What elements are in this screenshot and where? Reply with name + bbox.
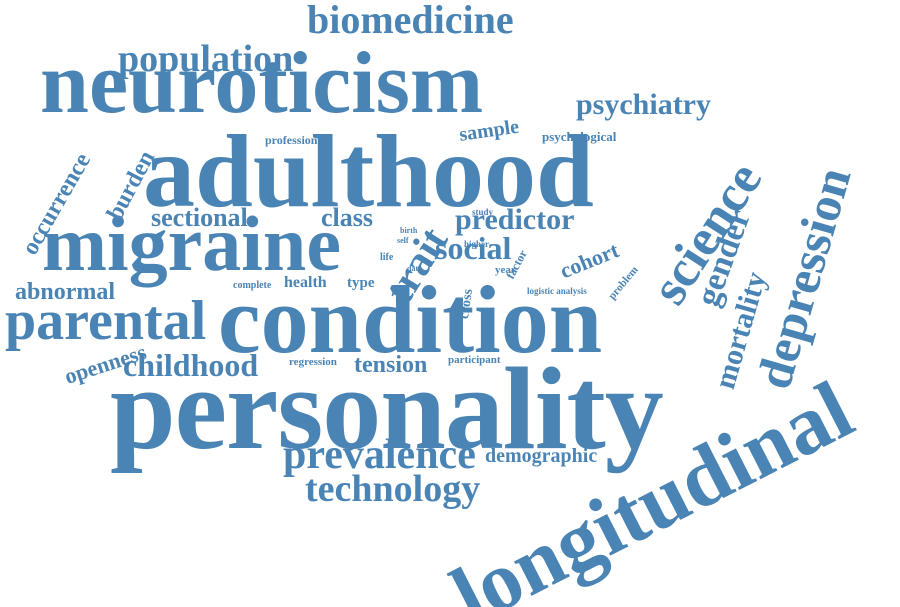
- word-complete: complete: [233, 280, 272, 291]
- word-data: data: [407, 264, 423, 273]
- word-regression: regression: [289, 356, 337, 368]
- word-logistic-analysis: logistic analysis: [527, 286, 587, 296]
- word-study: study: [472, 207, 494, 217]
- word-predictor: predictor: [455, 203, 575, 236]
- word-self: self: [397, 236, 409, 245]
- word-psychological: psychological: [542, 129, 617, 144]
- word-sectional: sectional: [151, 203, 248, 232]
- word-demographic: demographic: [485, 445, 598, 467]
- word-higher: higher: [464, 239, 490, 249]
- word-technology: technology: [305, 468, 481, 510]
- word-migraine: migraine: [42, 200, 341, 287]
- word-psychiatry: psychiatry: [576, 88, 711, 121]
- word-population: population: [118, 38, 294, 80]
- word-year: year: [495, 264, 516, 276]
- word-type: type: [347, 275, 375, 291]
- word-professional: professional: [265, 133, 327, 147]
- word-biomedicine: biomedicine: [307, 0, 514, 42]
- word-life: life: [380, 252, 394, 263]
- word-neuroticism: neuroticism: [40, 35, 484, 132]
- word-health: health: [284, 274, 327, 291]
- word-birth: birth: [400, 226, 418, 235]
- word-prevalence: prevalence: [283, 432, 476, 478]
- word-abnormal: abnormal: [15, 279, 116, 305]
- word-participant: participant: [448, 354, 501, 366]
- word-tension: tension: [354, 352, 428, 378]
- word-parental: parental: [5, 290, 207, 352]
- word-adulthood: adulthood: [143, 114, 594, 229]
- word-class: class: [321, 203, 373, 232]
- word-problem: problem: [606, 264, 641, 303]
- word-childhood: childhood: [123, 347, 259, 383]
- word-social: social: [435, 230, 512, 266]
- word-personality: personality: [110, 343, 664, 474]
- word-condition: condition: [218, 266, 603, 373]
